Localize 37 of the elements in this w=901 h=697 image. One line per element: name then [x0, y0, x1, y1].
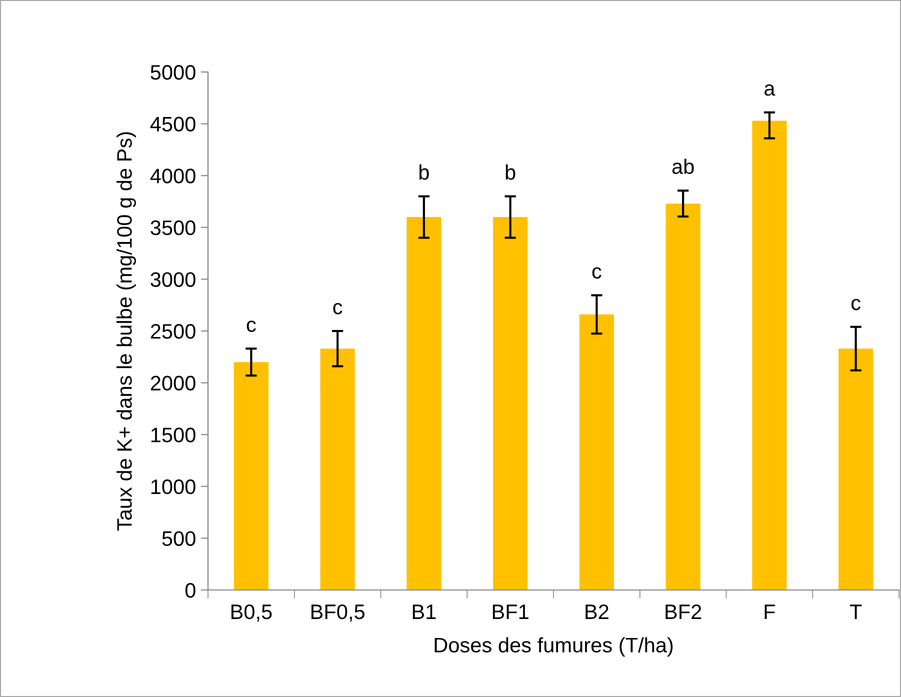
bar	[320, 348, 355, 590]
y-tick-label: 4500	[150, 116, 196, 132]
y-tick-label: 4000	[150, 168, 196, 184]
y-tick-label: 1000	[151, 479, 196, 494]
bar	[838, 348, 874, 590]
y-tick-label: 0	[185, 583, 196, 598]
y-tick-label: 500	[162, 531, 196, 546]
x-tick-label: BF1	[492, 604, 528, 619]
data-label: c	[333, 302, 342, 314]
y-tick-label: 5000	[150, 65, 196, 80]
y-tick-label: 3500	[150, 220, 196, 236]
y-tick-label: 2000	[150, 376, 196, 391]
bar	[579, 314, 614, 590]
y-tick-label: 3000	[150, 272, 196, 287]
y-tick-label: 1500	[151, 428, 196, 442]
data-label: ab	[672, 158, 694, 174]
x-tick-label: F	[764, 604, 775, 619]
bar	[666, 204, 700, 590]
y-axis-title: Taux de K+ dans le bulbe (mg/100 g de Ps)	[116, 132, 136, 531]
y-tick-label: 2500	[150, 324, 196, 339]
data-label: a	[764, 84, 776, 96]
x-axis-title: Doses des fumures (T/ha)	[434, 637, 673, 657]
x-tick-label: B0,5	[231, 604, 272, 622]
x-tick-label: T	[850, 604, 862, 619]
x-tick-label: B1	[412, 604, 436, 619]
x-tick-label: BF0,5	[311, 604, 364, 622]
data-label: c	[592, 267, 602, 279]
data-label: c	[246, 320, 256, 332]
data-label: b	[419, 164, 429, 180]
bar	[752, 120, 787, 590]
data-label: b	[506, 164, 516, 180]
x-tick-label: B2	[586, 604, 608, 619]
bar	[234, 362, 268, 590]
bar	[493, 217, 528, 590]
data-label: c	[851, 298, 860, 310]
bar	[406, 217, 442, 590]
x-tick-label: BF2	[666, 604, 702, 619]
